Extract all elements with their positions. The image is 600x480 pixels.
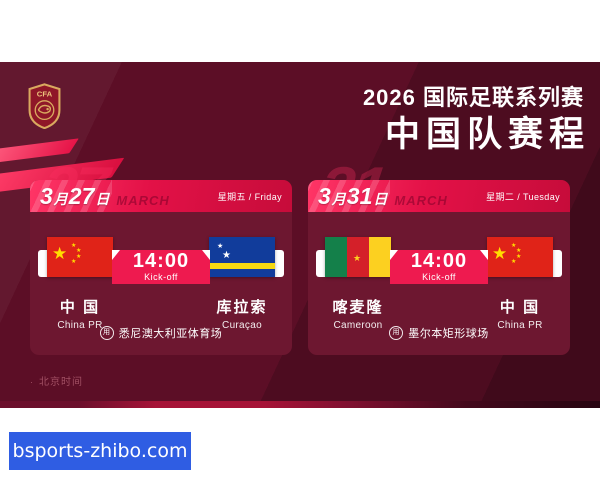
match-2-date-banner: 3 月 31 日 MARCH 星期二 / Tuesday bbox=[308, 180, 570, 212]
match-1-date-banner: 3 月 27 日 MARCH 星期五 / Friday bbox=[30, 180, 292, 212]
cameroon-flag: ★ bbox=[325, 237, 391, 277]
svg-text:★: ★ bbox=[511, 258, 516, 265]
stadium-icon: 用 bbox=[389, 326, 404, 340]
match-2-home-team: 喀麦隆 Cameroon bbox=[308, 296, 408, 331]
kickoff-label: Kick-off bbox=[422, 272, 456, 282]
banner-streaks-decor bbox=[308, 180, 390, 212]
team-name-en: China PR bbox=[497, 320, 543, 331]
match-2-month-en: MARCH bbox=[394, 193, 448, 208]
match-card-2: 3 月 31 日 MARCH 星期二 / Tuesday ★ ★ ★ ★ ★ ★ bbox=[308, 180, 570, 355]
match-1-venue: 用 悉尼澳大利亚体育场 bbox=[30, 325, 292, 341]
banner-streaks-decor bbox=[30, 180, 112, 212]
svg-text:★: ★ bbox=[511, 242, 516, 249]
footnote-marker: · bbox=[30, 377, 34, 387]
kickoff-label: Kick-off bbox=[144, 272, 178, 282]
match-1-date: 3 月 27 日 bbox=[40, 182, 110, 209]
svg-text:★: ★ bbox=[76, 253, 81, 260]
footnote-text: 北京时间 bbox=[39, 377, 83, 388]
cfa-text: CFA bbox=[37, 90, 53, 99]
poster-title: 2026 国际足联系列赛 中国队赛程 bbox=[362, 85, 584, 154]
svg-text:★: ★ bbox=[516, 247, 521, 254]
match-2-date: 3 月 31 日 bbox=[318, 182, 388, 209]
beijing-time-footnote: · 北京时间 bbox=[30, 373, 83, 388]
kickoff-ribbon: 14:00 Kick-off bbox=[390, 250, 488, 284]
match-2-venue: 用 墨尔本矩形球场 bbox=[308, 325, 570, 341]
team-name-en: Curaçao bbox=[222, 320, 262, 331]
match-1-month-en: MARCH bbox=[116, 193, 170, 208]
poster-title-line1: 2026 国际足联系列赛 bbox=[362, 85, 584, 110]
china-flag: ★ ★ ★ ★ ★ bbox=[487, 237, 553, 277]
team-name-en: China PR bbox=[57, 320, 103, 331]
match-card-1: 3 月 27 日 MARCH 星期五 / Friday ★ ★ ★ ★ ★ ★ ★ bbox=[30, 180, 292, 355]
cfa-crest-logo: CFA bbox=[28, 83, 61, 129]
svg-text:★: ★ bbox=[76, 247, 81, 254]
team-name-cn: 中 国 bbox=[499, 299, 541, 316]
svg-text:★: ★ bbox=[492, 244, 507, 263]
poster-title-line2: 中国队赛程 bbox=[384, 114, 590, 154]
team-name-cn: 喀麦隆 bbox=[332, 299, 384, 316]
stadium-icon: 用 bbox=[99, 326, 114, 340]
svg-text:★: ★ bbox=[516, 253, 521, 260]
svg-text:★: ★ bbox=[52, 244, 67, 263]
svg-text:★: ★ bbox=[353, 253, 361, 263]
svg-text:★: ★ bbox=[71, 258, 76, 265]
team-name-cn: 中 国 bbox=[59, 299, 101, 316]
svg-text:★: ★ bbox=[222, 250, 231, 261]
kickoff-time: 14:00 bbox=[132, 250, 190, 272]
match-1-home-team: 中 国 China PR bbox=[30, 296, 130, 331]
team-name-en: Cameroon bbox=[333, 320, 383, 331]
curacao-flag: ★ ★ bbox=[209, 237, 275, 277]
kickoff-time: 14:00 bbox=[410, 250, 468, 272]
svg-text:★: ★ bbox=[217, 242, 223, 250]
venue-name: 墨尔本矩形球场 bbox=[408, 328, 489, 340]
match-1-away-team: 库拉索 Curaçao bbox=[192, 296, 292, 331]
venue-name: 悉尼澳大利亚体育场 bbox=[118, 328, 223, 340]
team-name-cn: 库拉索 bbox=[216, 299, 268, 316]
watermark-link[interactable]: bsports-zhibo.com bbox=[9, 432, 191, 470]
kickoff-ribbon: 14:00 Kick-off bbox=[112, 250, 210, 284]
match-2-weekday: 星期二 / Tuesday bbox=[486, 191, 560, 202]
svg-text:★: ★ bbox=[71, 242, 76, 249]
china-flag: ★ ★ ★ ★ ★ bbox=[47, 237, 113, 277]
match-1-weekday: 星期五 / Friday bbox=[217, 191, 282, 202]
match-2-away-team: 中 国 China PR bbox=[470, 296, 570, 331]
